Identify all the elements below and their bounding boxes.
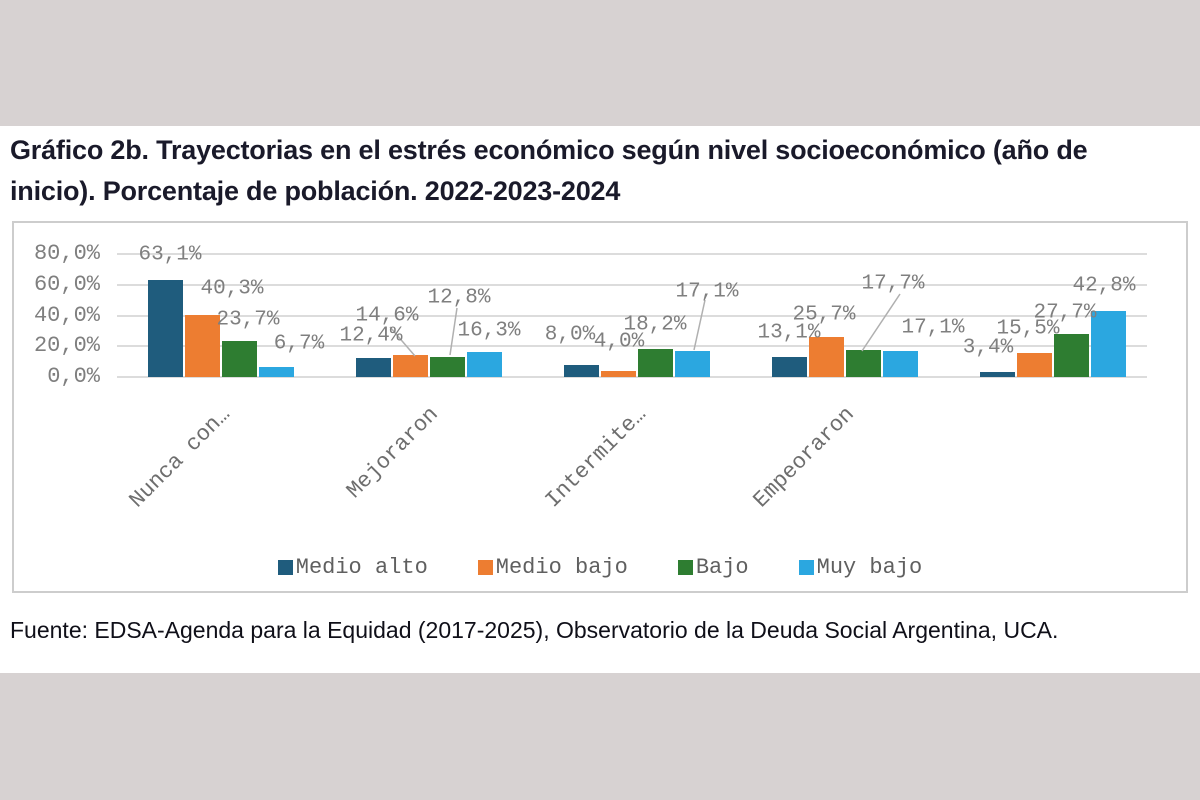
bar-bajo-group2 xyxy=(430,357,465,377)
data-label: 12,8% xyxy=(427,286,491,310)
bar-bajo-group3 xyxy=(638,349,673,377)
source-caption: Fuente: EDSA-Agenda para la Equidad (201… xyxy=(10,617,1059,643)
bar-medio-alto-group4 xyxy=(772,356,807,377)
data-label: 17,1% xyxy=(901,316,965,340)
legend: Medio alto Medio bajo Bajo Muy bajo xyxy=(14,555,1186,580)
chart-title-line1: Gráfico 2b. Trayectorias en el estrés ec… xyxy=(10,135,1088,165)
bar-muy-bajo-group2 xyxy=(467,351,502,377)
gridline-40 xyxy=(117,314,1147,317)
data-label: 25,7% xyxy=(792,303,856,327)
chart-title-line2: inicio). Porcentaje de población. 2022-2… xyxy=(10,176,621,206)
data-label: 16,3% xyxy=(457,319,521,343)
data-label: 23,7% xyxy=(216,308,280,332)
bar-muy-bajo-group5 xyxy=(1091,311,1126,377)
legend-swatch-icon xyxy=(677,560,693,575)
data-label: 3,4% xyxy=(962,336,1014,360)
bar-medio-alto-group2 xyxy=(356,357,391,377)
data-label: 14,6% xyxy=(355,304,419,328)
bar-medio-alto-group3 xyxy=(564,364,599,377)
bar-medio-bajo-group2 xyxy=(393,354,428,377)
legend-item-medio-bajo: Medio bajo xyxy=(477,555,628,580)
legend-item-muy-bajo: Muy bajo xyxy=(798,555,923,580)
data-label: 4,0% xyxy=(593,330,645,354)
data-label: 12,4% xyxy=(339,324,403,348)
bar-medio-bajo-group5 xyxy=(1017,353,1052,377)
data-label: 17,1% xyxy=(675,280,739,304)
data-label: 15,5% xyxy=(996,317,1060,341)
y-axis-tick-label: 60,0% xyxy=(33,271,100,297)
bar-muy-bajo-group1 xyxy=(259,366,294,377)
data-label-leader-lines xyxy=(389,293,901,357)
bar-muy-bajo-group4 xyxy=(883,350,918,377)
gridline-80 xyxy=(117,253,1147,255)
bar-medio-bajo-group3 xyxy=(601,370,636,377)
data-label: 27,7% xyxy=(1033,301,1097,325)
legend-item-medio-alto: Medio alto xyxy=(277,555,428,580)
legend-label: Medio bajo xyxy=(495,555,628,580)
legend-label: Bajo xyxy=(695,555,749,580)
data-label: 8,0% xyxy=(544,323,596,347)
gridline-0 xyxy=(117,376,1147,378)
data-label: 17,7% xyxy=(861,272,925,296)
y-axis-tick-label: 20,0% xyxy=(33,333,100,359)
data-label: 40,3% xyxy=(200,277,264,301)
data-label: 63,1% xyxy=(138,243,202,267)
data-label: 6,7% xyxy=(273,332,325,356)
bar-muy-bajo-group3 xyxy=(675,350,710,377)
data-label: 42,8% xyxy=(1072,274,1136,298)
bar-medio-alto-group5 xyxy=(980,371,1015,377)
y-axis-tick-label: 40,0% xyxy=(33,302,100,328)
y-axis-tick-label: 80,0% xyxy=(33,241,100,266)
legend-label: Medio alto xyxy=(295,555,428,580)
legend-swatch-icon xyxy=(277,560,293,575)
legend-item-bajo: Bajo xyxy=(677,555,749,580)
legend-swatch-icon xyxy=(477,560,493,575)
gridline-60 xyxy=(117,283,1147,286)
legend-label: Muy bajo xyxy=(816,555,923,580)
legend-swatch-icon xyxy=(798,560,814,575)
data-label: 18,2% xyxy=(623,313,687,337)
chart-title: Gráfico 2b. Trayectorias en el estrés ec… xyxy=(10,130,1196,212)
data-label: 13,1% xyxy=(757,321,821,345)
bar-bajo-group1 xyxy=(222,340,257,377)
bar-bajo-group4 xyxy=(846,349,881,377)
chart-panel: 80,0% 60,0% 40,0% 20,0% 0,0% 63,1% 40,3% 23,7% 6… xyxy=(12,221,1188,593)
y-axis-tick-label: 0,0% xyxy=(47,364,100,389)
bar-bajo-group5 xyxy=(1054,334,1089,377)
bar-medio-bajo-group4 xyxy=(809,337,844,377)
gridline-20 xyxy=(117,345,1147,348)
bar-medio-alto-group1 xyxy=(148,279,183,377)
bar-medio-bajo-group1 xyxy=(185,315,220,377)
